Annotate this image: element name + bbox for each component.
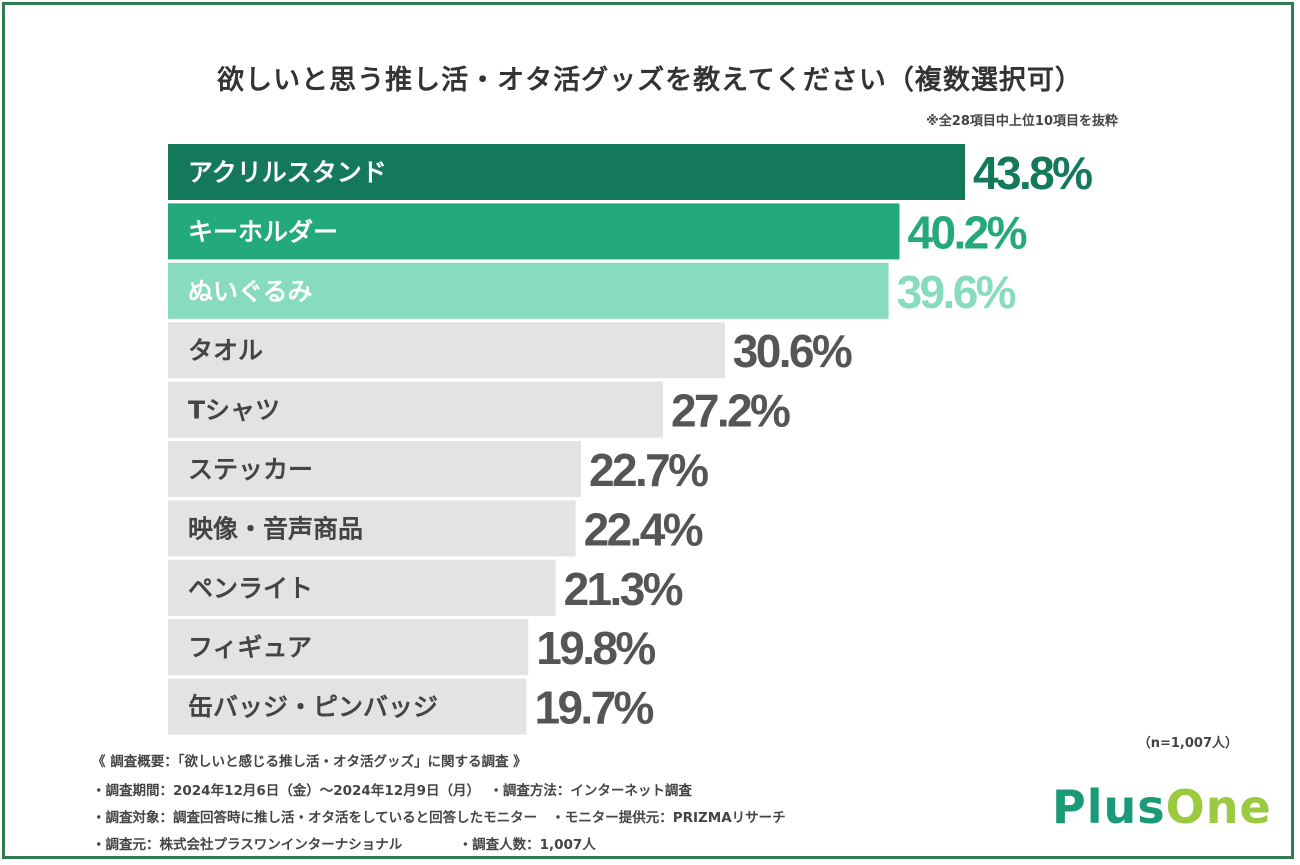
bar-5 [168, 381, 663, 438]
value-label: 43.8% [973, 147, 1093, 199]
value-label: 30.6% [733, 325, 853, 377]
chart-title: 欲しいと思う推し活・オタ活グッズを教えてください（複数選択可） [217, 65, 1083, 96]
category-label: ぬいぐるみ [188, 277, 313, 306]
bar-1 [168, 144, 965, 200]
category-label: タオル [188, 336, 263, 365]
value-label: 40.2% [907, 206, 1027, 258]
value-label: 21.3% [564, 563, 684, 615]
bar-7 [168, 500, 576, 557]
value-label: 22.7% [589, 444, 709, 496]
category-label: アクリルスタンド [188, 158, 387, 187]
bar-8 [168, 559, 556, 616]
bar-3 [168, 262, 889, 319]
value-label: 39.6% [897, 266, 1017, 318]
bar-10 [168, 678, 527, 735]
category-label: ステッカー [188, 455, 313, 484]
plusone-logo: PlusOne [1052, 780, 1272, 834]
bar-2 [168, 203, 900, 260]
footer-survey-source: ・調査元：株式会社プラスワンインターナショナル ・調査人数：1,007人 [92, 837, 596, 853]
category-label: 映像・音声商品 [188, 514, 363, 543]
bar-9 [168, 619, 529, 676]
category-label: ペンライト [188, 574, 313, 603]
category-label: Tシャツ [188, 396, 280, 425]
category-label: フィギュア [188, 633, 312, 662]
category-label: 缶バッジ・ピンバッジ [188, 693, 438, 722]
bar-4 [168, 322, 725, 379]
footer-survey-overview: 《 調査概要：「欲しいと感じる推し活・オタ活グッズ」に関する調査 》 [92, 754, 527, 770]
value-label: 22.4% [584, 503, 704, 555]
value-label: 27.2% [671, 385, 791, 437]
footer-survey-period: ・調査期間：2024年12月6日（金）～2024年12月9日（月） ・調査方法：… [92, 783, 692, 799]
chart-note: ※全28項目中上位10項目を抜粋 [926, 114, 1118, 129]
value-label: 19.7% [534, 682, 654, 734]
category-label: キーホルダー [188, 217, 338, 246]
footer-survey-target: ・調査対象：調査回答時に推し活・オタ活をしていると回答したモニター ・モニター提… [92, 810, 786, 826]
bar-6 [168, 441, 582, 497]
sample-size: （n=1,007人） [1137, 736, 1238, 751]
value-label: 19.8% [536, 622, 656, 674]
